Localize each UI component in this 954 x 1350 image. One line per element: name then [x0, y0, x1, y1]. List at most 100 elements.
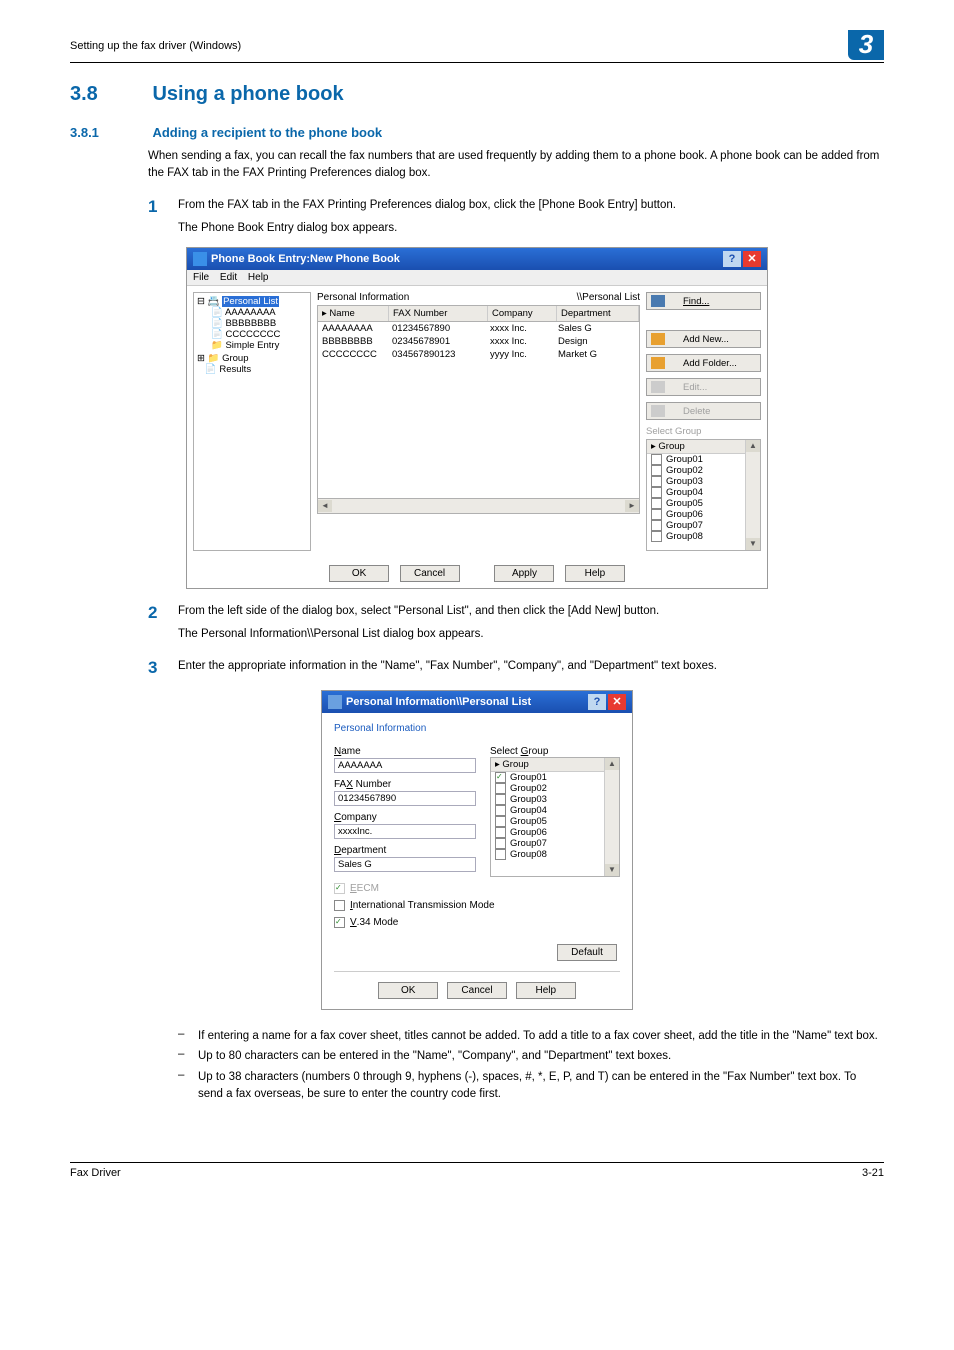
menu-help[interactable]: Help [248, 272, 269, 283]
group-item[interactable]: Group02 [647, 465, 760, 476]
group-item[interactable]: Group04 [647, 487, 760, 498]
add-new-button[interactable]: Add New... [646, 330, 761, 348]
tree-panel[interactable]: ⊟ 📇 Personal List 📄 AAAAAAAA 📄 BBBBBBBB … [193, 292, 311, 551]
dialog-titlebar[interactable]: Personal Information\\Personal List ? ✕ [322, 691, 632, 713]
ok-button[interactable]: OK [378, 982, 438, 999]
checkbox[interactable] [334, 900, 345, 911]
group-list[interactable]: ▸ Group Group01 Group02 Group03 Group04 … [646, 439, 761, 551]
help-button[interactable]: ? [723, 251, 741, 267]
table-header[interactable]: ▸ Name FAX Number Company Department [317, 305, 640, 322]
step-text-b: The Phone Book Entry dialog box appears. [178, 220, 884, 237]
checkbox[interactable] [495, 772, 506, 783]
department-field[interactable] [334, 857, 476, 872]
checkbox[interactable] [651, 476, 662, 487]
scroll-down-icon[interactable]: ▼ [746, 538, 760, 550]
tree-item[interactable]: 📄 CCCCCCCC [211, 329, 307, 340]
cancel-button[interactable]: Cancel [447, 982, 507, 999]
col-company[interactable]: Company [488, 306, 557, 321]
checkbox[interactable] [495, 783, 506, 794]
group-col-header[interactable]: ▸ Group [491, 758, 619, 772]
group-col-header[interactable]: ▸ Group [647, 440, 760, 454]
group-item[interactable]: Group08 [491, 849, 619, 860]
app-icon [193, 252, 207, 266]
group-item[interactable]: Group05 [491, 816, 619, 827]
tree-item[interactable]: 📁 Simple Entry [211, 340, 307, 351]
name-field[interactable] [334, 758, 476, 773]
group-item[interactable]: Group05 [647, 498, 760, 509]
group-item[interactable]: Group04 [491, 805, 619, 816]
checkbox[interactable] [651, 465, 662, 476]
vertical-scrollbar[interactable]: ▲ ▼ [604, 758, 619, 876]
fax-field[interactable] [334, 791, 476, 806]
table-row[interactable]: CCCCCCCC 034567890123 yyyy Inc. Market G [318, 348, 639, 361]
tree-root[interactable]: ⊟ 📇 Personal List [197, 296, 307, 307]
group-item[interactable]: Group06 [647, 509, 760, 520]
cancel-button[interactable]: Cancel [400, 565, 460, 582]
table-body[interactable]: AAAAAAAA 01234567890 xxxx Inc. Sales G B… [317, 322, 640, 499]
group-item[interactable]: Group03 [647, 476, 760, 487]
menu-file[interactable]: File [193, 272, 209, 283]
v34-checkbox-row[interactable]: V.34 Mode [334, 917, 620, 928]
menu-edit[interactable]: Edit [220, 272, 237, 283]
scroll-up-icon[interactable]: ▲ [746, 440, 760, 452]
table-row[interactable]: BBBBBBBB 02345678901 xxxx Inc. Design [318, 335, 639, 348]
step-body: From the left side of the dialog box, se… [178, 603, 884, 644]
scroll-right-icon[interactable]: ► [625, 500, 639, 512]
scroll-down-icon[interactable]: ▼ [605, 864, 619, 876]
help-button[interactable]: Help [565, 565, 625, 582]
delete-icon [651, 405, 665, 417]
subsection-heading: 3.8.1 Adding a recipient to the phone bo… [70, 124, 884, 142]
group-list[interactable]: ▸ Group Group01 Group02 Group03 Group04 … [490, 757, 620, 877]
group-item[interactable]: Group08 [647, 531, 760, 542]
close-button[interactable]: ✕ [743, 251, 761, 267]
find-button[interactable]: Find... [646, 292, 761, 310]
vertical-scrollbar[interactable]: ▲ ▼ [745, 440, 760, 550]
scroll-left-icon[interactable]: ◄ [318, 500, 332, 512]
close-button[interactable]: ✕ [608, 694, 626, 710]
checkbox[interactable] [651, 520, 662, 531]
checkbox[interactable] [495, 849, 506, 860]
col-fax[interactable]: FAX Number [389, 306, 488, 321]
checkbox[interactable] [495, 805, 506, 816]
intl-checkbox-row[interactable]: International Transmission Mode [334, 900, 620, 911]
group-item[interactable]: Group06 [491, 827, 619, 838]
group-item[interactable]: Group07 [491, 838, 619, 849]
col-department[interactable]: Department [557, 306, 639, 321]
checkbox[interactable] [651, 498, 662, 509]
tree-group[interactable]: ⊞ 📁 Group [197, 353, 307, 364]
company-label: Company [334, 812, 476, 823]
group-item[interactable]: Group01 [647, 454, 760, 465]
step-3: 3 Enter the appropriate information in t… [148, 658, 884, 678]
horizontal-scrollbar[interactable]: ◄ ► [317, 499, 640, 514]
tree-item[interactable]: 📄 AAAAAAAA [211, 307, 307, 318]
company-field[interactable] [334, 824, 476, 839]
scroll-up-icon[interactable]: ▲ [605, 758, 619, 770]
group-item[interactable]: Group03 [491, 794, 619, 805]
dialog-titlebar[interactable]: Phone Book Entry:New Phone Book ? ✕ [187, 248, 767, 270]
help-button[interactable]: ? [588, 694, 606, 710]
checkbox[interactable] [495, 838, 506, 849]
checkbox[interactable] [495, 816, 506, 827]
checkbox[interactable] [651, 509, 662, 520]
checkbox[interactable] [495, 794, 506, 805]
table-row[interactable]: AAAAAAAA 01234567890 xxxx Inc. Sales G [318, 322, 639, 335]
apply-button[interactable]: Apply [494, 565, 554, 582]
checkbox[interactable] [651, 531, 662, 542]
tree-item[interactable]: 📄 BBBBBBBB [211, 318, 307, 329]
add-folder-button[interactable]: Add Folder... [646, 354, 761, 372]
help-button[interactable]: Help [516, 982, 576, 999]
checkbox[interactable] [495, 827, 506, 838]
checkbox[interactable] [651, 487, 662, 498]
find-icon [651, 295, 665, 307]
note-item: –Up to 80 characters can be entered in t… [178, 1048, 884, 1065]
ok-button[interactable]: OK [329, 565, 389, 582]
group-item[interactable]: Group07 [647, 520, 760, 531]
form-left: Name FAX Number Company Department [334, 740, 476, 877]
group-item[interactable]: Group02 [491, 783, 619, 794]
tree-results[interactable]: 📄 Results [197, 364, 307, 375]
group-item[interactable]: Group01 [491, 772, 619, 783]
checkbox[interactable] [334, 917, 345, 928]
default-button[interactable]: Default [557, 944, 617, 961]
col-name[interactable]: ▸ Name [318, 306, 389, 321]
checkbox[interactable] [651, 454, 662, 465]
